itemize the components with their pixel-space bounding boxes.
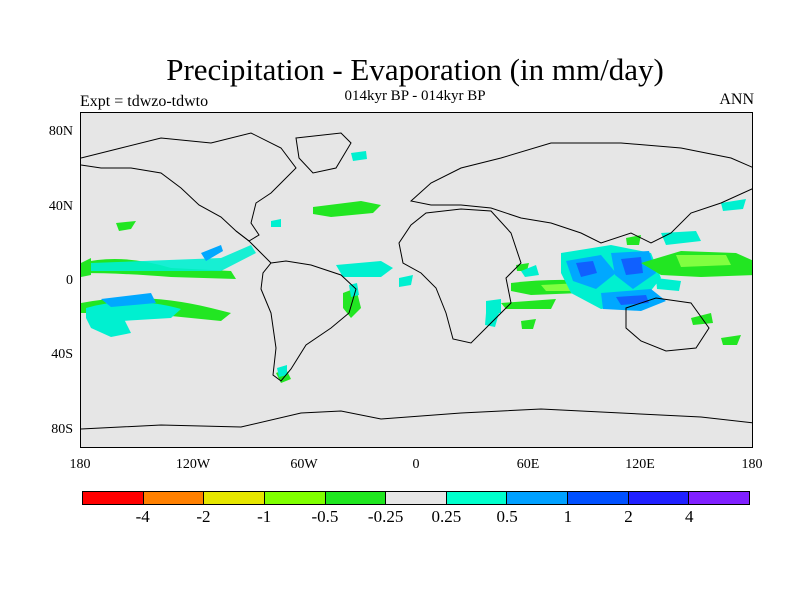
patch-green — [521, 319, 536, 329]
patch-cyan — [399, 275, 413, 287]
map-svg — [81, 132, 752, 430]
colorbar-swatch — [83, 492, 144, 504]
patch-cyan — [521, 265, 539, 277]
x-tick-label: 180 — [741, 457, 763, 472]
x-tick-label: 180 — [69, 457, 91, 472]
coast-australia — [625, 297, 710, 352]
patch-blue — [616, 295, 649, 305]
patch-cyan — [277, 365, 287, 377]
patch-cyan — [485, 313, 499, 327]
patch-lightblue — [101, 293, 156, 307]
colorbar-label: -4 — [135, 507, 150, 526]
patch-green — [116, 221, 136, 231]
patch-blue — [201, 245, 223, 261]
patch-cyan — [486, 299, 501, 313]
colorbar-label: 2 — [624, 507, 633, 526]
patch-blue — [621, 257, 643, 275]
colorbar-label: -2 — [196, 507, 211, 526]
colorbar-swatch — [507, 492, 569, 504]
patch-green — [626, 235, 641, 245]
patch-cyan — [349, 283, 359, 297]
colorbar-swatch — [264, 492, 326, 504]
colorbar-label: -0.25 — [367, 507, 404, 526]
colorbar-swatch — [143, 492, 205, 504]
colorbar-swatch — [386, 492, 447, 504]
coastlines — [81, 132, 752, 430]
colorbar-swatch — [628, 492, 690, 504]
patch-cyan — [86, 313, 131, 337]
patch-lightgreen — [676, 255, 731, 267]
x-tick-label: 0 — [412, 457, 420, 472]
colorbar-label: 0.25 — [431, 507, 462, 526]
coast-central-america — [235, 230, 272, 264]
x-tick-label: 120W — [175, 457, 211, 472]
experiment-label: Expt = tdwzo-tdwto — [80, 93, 209, 110]
colorbar — [82, 491, 750, 505]
colorbar-label: 4 — [685, 507, 694, 526]
y-tick-label: 80S — [51, 422, 73, 437]
map-plot — [80, 112, 753, 448]
x-tick-label: 120E — [625, 457, 655, 472]
colorbar-label: 0.5 — [496, 507, 518, 526]
colorbar-swatch — [446, 492, 508, 504]
patch-cyan — [91, 245, 256, 271]
patch-blue — [576, 261, 597, 277]
y-tick-label: 40N — [48, 199, 73, 214]
patch-cyan — [661, 231, 701, 245]
coast-eurasia — [409, 142, 752, 244]
colorbar-label: -0.5 — [311, 507, 339, 526]
coast-north-america — [81, 132, 297, 242]
patch-cyan — [336, 261, 393, 277]
patch-green — [313, 201, 381, 217]
patch-cyan — [656, 278, 681, 291]
x-tick-label: 60E — [516, 457, 540, 472]
coast-africa — [398, 208, 522, 344]
x-tick-label: 60W — [290, 457, 318, 472]
patch-cyan — [351, 151, 367, 161]
coast-antarctica — [81, 408, 752, 430]
colorbar-swatch — [568, 492, 629, 504]
season-label: ANN — [719, 91, 754, 108]
patch-green — [501, 299, 556, 309]
y-tick-label: 40S — [51, 347, 73, 362]
y-tick-label: 0 — [66, 273, 73, 288]
colorbar-swatch — [689, 492, 750, 504]
colorbar-label: 1 — [563, 507, 573, 526]
patch-green — [721, 335, 741, 345]
chart-title: Precipitation - Evaporation (in mm/day) — [166, 52, 664, 87]
y-tick-label: 80N — [48, 124, 73, 139]
patch-cyan — [271, 219, 281, 227]
anomaly-patches — [81, 151, 752, 383]
colorbar-swatch — [204, 492, 265, 504]
patch-cyan — [721, 199, 746, 211]
coast-greenland — [295, 132, 352, 174]
colorbar-swatch — [325, 492, 387, 504]
colorbar-label: -1 — [257, 507, 272, 526]
chart-subtitle: 014kyr BP - 014kyr BP — [344, 88, 486, 104]
patch-green — [81, 258, 91, 277]
coast-south-america — [260, 260, 357, 382]
